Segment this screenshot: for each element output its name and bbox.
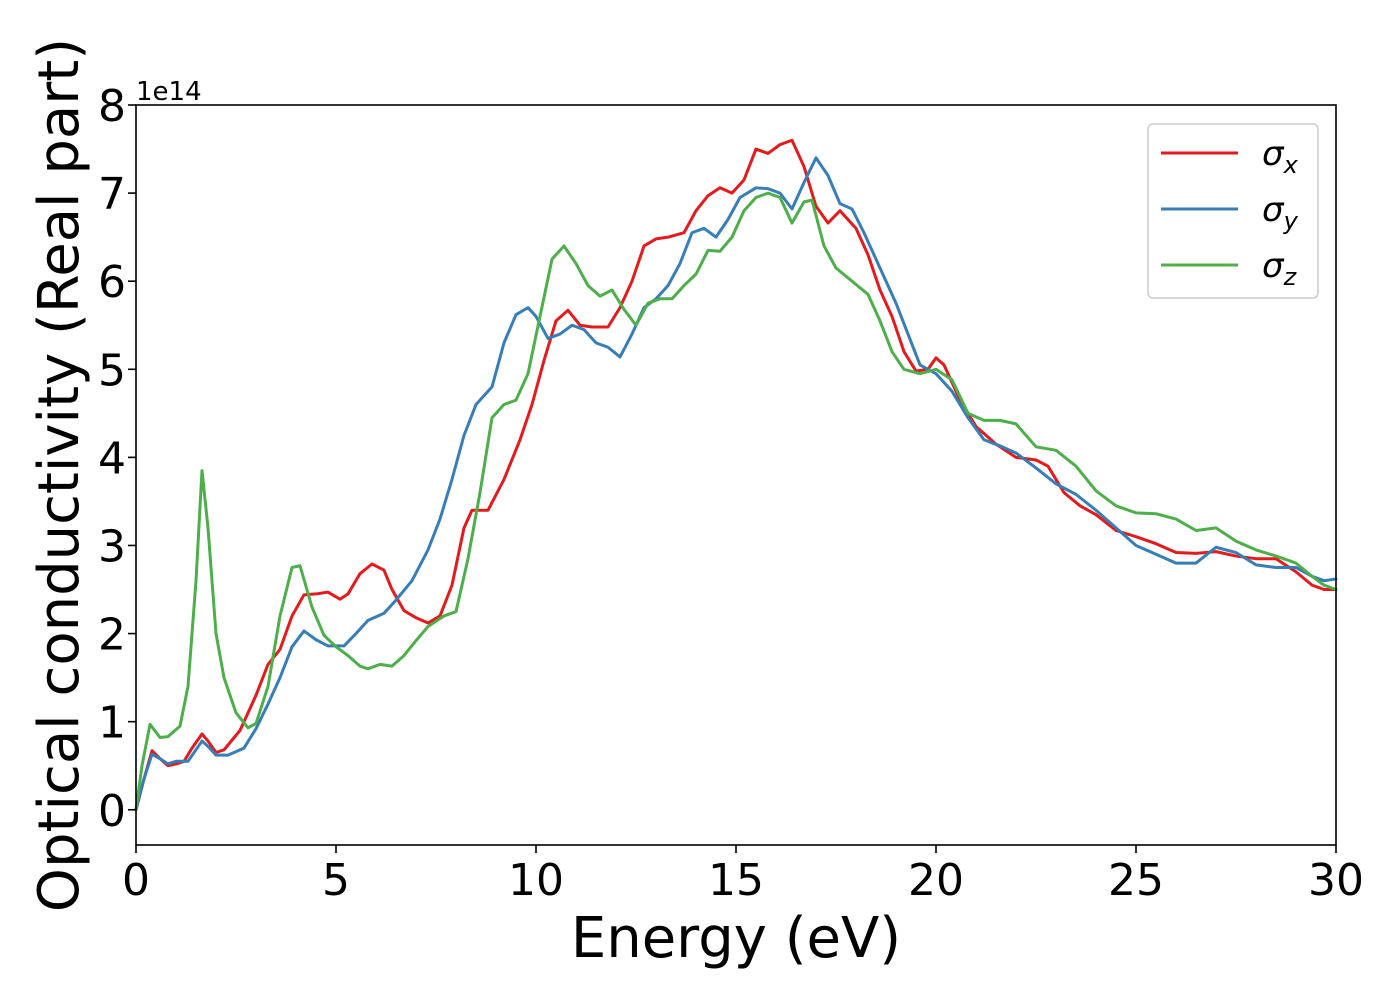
x-tick-label: 30: [1308, 855, 1364, 906]
series-line-z: [134, 191, 1338, 812]
y-tick-label: 6: [98, 257, 126, 308]
y-axis-label: Optical conductivity (Real part): [27, 38, 92, 912]
y-tick-label: 4: [98, 433, 126, 484]
series-layer: [134, 138, 1338, 812]
x-tick-label: 15: [708, 855, 764, 906]
y-tick-label: 2: [98, 610, 126, 661]
y-axis-ticks: 0 1 2 3 4 5 6 7 8: [98, 81, 136, 837]
y-tick-label: 7: [98, 169, 126, 220]
x-tick-label: 0: [122, 855, 150, 906]
x-tick-label: 25: [1108, 855, 1164, 906]
y-tick-label: 0: [98, 786, 126, 837]
y-offset-label: 1e14: [136, 77, 202, 107]
legend-box: [1147, 123, 1319, 299]
y-tick-label: 3: [98, 521, 126, 572]
y-tick-label: 8: [98, 81, 126, 132]
x-tick-label: 20: [908, 855, 964, 906]
legend-label-y: σy: [1262, 190, 1299, 235]
legend-label-x: σx: [1262, 134, 1299, 179]
x-axis-label: Energy (eV): [571, 906, 901, 971]
x-tick-label: 5: [322, 855, 350, 906]
x-axis-ticks: 0 5 10 15 20 25 30: [122, 845, 1364, 906]
legend: σx σy σz: [1147, 123, 1319, 299]
x-tick-label: 10: [508, 855, 564, 906]
y-tick-label: 5: [98, 345, 126, 396]
legend-label-z: σz: [1262, 246, 1298, 291]
y-tick-label: 1: [98, 698, 126, 749]
